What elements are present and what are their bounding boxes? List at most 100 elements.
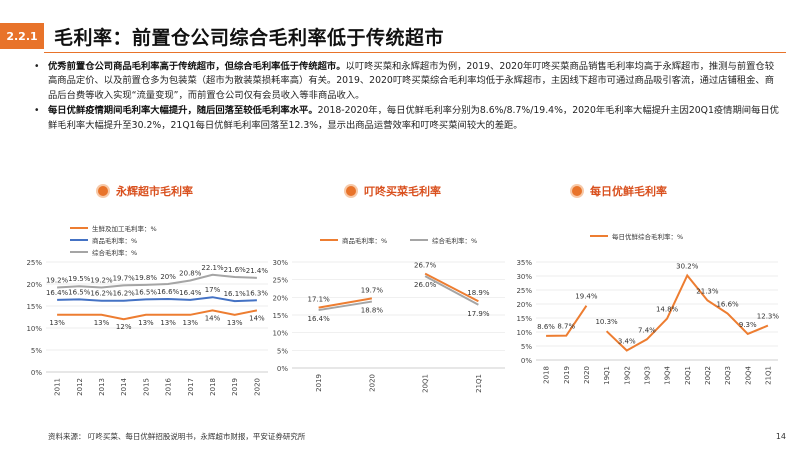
y-tick-label: 0% xyxy=(277,365,288,373)
x-tick-label: 2020 xyxy=(253,378,261,396)
data-label: 13% xyxy=(183,319,199,327)
x-tick-label: 2011 xyxy=(54,378,62,396)
data-label: 12.3% xyxy=(757,313,780,321)
x-tick-label: 21Q1 xyxy=(764,366,772,385)
data-label: 16.4% xyxy=(46,289,69,297)
header: 2.2.1 毛利率：前置仓公司综合毛利率低于传统超市 xyxy=(0,22,444,50)
data-label: 21.4% xyxy=(246,267,269,275)
x-tick-label: 2012 xyxy=(76,378,84,396)
series-line xyxy=(57,296,257,303)
x-tick-label: 2015 xyxy=(142,378,150,396)
data-label: 12% xyxy=(116,323,132,331)
data-label: 20.8% xyxy=(179,269,202,277)
data-label: 17.1% xyxy=(308,296,331,304)
source-note: 资料来源： 叮咚买菜、每日优鲜招股说明书，永辉超市财报，平安证券研究所 xyxy=(48,432,306,441)
data-label: 26.0% xyxy=(414,281,437,289)
data-label: 16.3% xyxy=(246,289,269,297)
data-label: 19.7% xyxy=(113,274,136,282)
y-tick-label: 0% xyxy=(521,357,532,365)
data-label: 16.5% xyxy=(135,288,158,296)
legend-label: 综合毛利率：% xyxy=(92,248,137,257)
y-tick-label: 20% xyxy=(26,281,42,289)
y-tick-label: 10% xyxy=(272,330,288,338)
legend-label: 综合毛利率：% xyxy=(432,236,477,245)
page-title: 毛利率：前置仓公司综合毛利率低于传统超市 xyxy=(54,26,445,49)
y-tick-label: 20% xyxy=(516,301,532,309)
title-rule xyxy=(44,52,786,53)
data-label: 3.4% xyxy=(618,337,636,345)
y-tick-label: 15% xyxy=(272,312,288,320)
bullet-bold: 优秀前置仓公司商品毛利率高于传统超市，但综合毛利率低于传统超市。 xyxy=(48,61,346,72)
data-label: 16.1% xyxy=(224,290,247,298)
data-label: 20% xyxy=(160,273,176,281)
series-line xyxy=(546,305,588,337)
y-tick-label: 35% xyxy=(516,259,532,267)
x-tick-label: 2019 xyxy=(231,378,239,396)
data-label: 22.1% xyxy=(201,264,224,272)
chart-dingdong: 0% 5% 10% 15% 20% 25% 30% 2019 2020 20Q1 21Q1 商品毛利率… xyxy=(272,236,505,393)
data-label: 19.2% xyxy=(46,277,69,285)
data-label: 16.4% xyxy=(308,315,331,323)
data-label: 14% xyxy=(249,314,265,322)
bullet-bold: 每日优鲜疫情期间毛利率大幅提升，随后回落至较低毛利率水平。 xyxy=(48,105,318,117)
series-line xyxy=(57,273,257,289)
data-label: 17% xyxy=(205,286,221,294)
data-label: 16.4% xyxy=(179,289,202,297)
x-tick-label: 19Q3 xyxy=(643,366,651,385)
data-label: 21.3% xyxy=(696,287,719,295)
y-tick-label: 15% xyxy=(26,303,42,311)
data-label: 19.7% xyxy=(361,286,384,294)
data-label: 16.5% xyxy=(68,288,91,296)
bullet-dot-icon xyxy=(346,186,356,196)
bullet-dot-icon xyxy=(572,186,582,196)
x-tick-label: 2019 xyxy=(315,374,323,392)
data-label: 13% xyxy=(94,319,110,327)
data-label: 17.9% xyxy=(467,310,490,318)
bullet-item: 优秀前置仓公司商品毛利率高于传统超市，但综合毛利率低于传统超市。以叮咚买菜和永辉… xyxy=(34,60,780,103)
x-tick-label: 2013 xyxy=(98,378,106,396)
x-tick-label: 19Q4 xyxy=(664,365,672,384)
x-tick-label: 2014 xyxy=(120,377,128,395)
data-label: 13% xyxy=(160,319,176,327)
y-tick-label: 25% xyxy=(516,287,532,295)
y-tick-label: 5% xyxy=(277,347,288,355)
x-tick-label: 2017 xyxy=(187,378,195,396)
legend-label: 生鲜及加工毛利率：% xyxy=(92,224,157,233)
x-tick-label: 21Q1 xyxy=(475,374,483,393)
x-tick-label: 20Q3 xyxy=(724,366,732,385)
x-tick-label: 19Q1 xyxy=(603,366,611,385)
data-label: 7.4% xyxy=(638,326,656,334)
series-line xyxy=(57,309,258,321)
x-tick-label: 20Q1 xyxy=(684,366,692,385)
data-label: 16.6% xyxy=(716,301,739,309)
chart-missfresh: 0% 5% 10% 15% 20% 25% 30% 35% 2018 2019 2020 19Q1 19… xyxy=(516,232,780,385)
data-label: 30.2% xyxy=(676,262,699,270)
data-label: 26.7% xyxy=(414,262,437,270)
data-label: 16.6% xyxy=(157,288,180,296)
bullet-item: 每日优鲜疫情期间毛利率大幅提升，随后回落至较低毛利率水平。2018-2020年，… xyxy=(34,104,780,133)
chart-title-text: 叮咚买菜毛利率 xyxy=(364,185,441,198)
x-tick-label: 2016 xyxy=(165,377,173,395)
chart-yonghui: 0% 5% 10% 15% 20% 25% 2011 2012 2013 2014 2015 2016… xyxy=(26,224,269,396)
y-tick-label: 10% xyxy=(516,329,532,337)
chart-title-text: 永辉超市毛利率 xyxy=(116,185,193,198)
legend-label: 商品毛利率：% xyxy=(92,236,137,245)
bullet-text: 以叮咚买菜和永辉超市为例，2019、2020年叮咚买菜商品销售毛利率均高于永辉超… xyxy=(48,61,775,101)
y-tick-label: 25% xyxy=(26,259,42,267)
x-tick-label: 2018 xyxy=(209,378,217,396)
y-tick-label: 5% xyxy=(31,347,42,355)
x-tick-label: 20Q1 xyxy=(422,374,430,393)
y-tick-label: 0% xyxy=(31,369,42,377)
data-label: 18.8% xyxy=(361,307,384,315)
data-label: 16.2% xyxy=(90,290,113,298)
series-line xyxy=(424,272,479,303)
section-badge: 2.2.1 xyxy=(0,23,44,49)
y-tick-label: 30% xyxy=(272,259,288,267)
data-label: 13% xyxy=(49,319,65,327)
data-label: 19.8% xyxy=(135,274,158,282)
y-tick-label: 10% xyxy=(26,325,42,333)
data-label: 8.7% xyxy=(557,323,575,331)
x-tick-label: 2020 xyxy=(583,366,591,384)
data-label: 13% xyxy=(227,319,243,327)
series-line xyxy=(605,273,769,352)
